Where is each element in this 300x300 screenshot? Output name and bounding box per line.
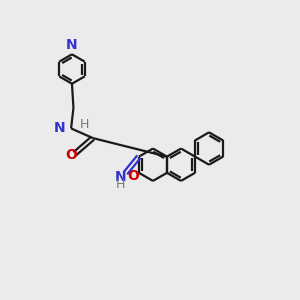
Text: N: N [54,122,66,135]
Text: H: H [116,178,125,191]
Text: O: O [128,169,140,183]
Text: N: N [66,38,78,52]
Text: N: N [115,169,126,184]
Text: H: H [79,118,89,130]
Text: O: O [65,148,77,162]
